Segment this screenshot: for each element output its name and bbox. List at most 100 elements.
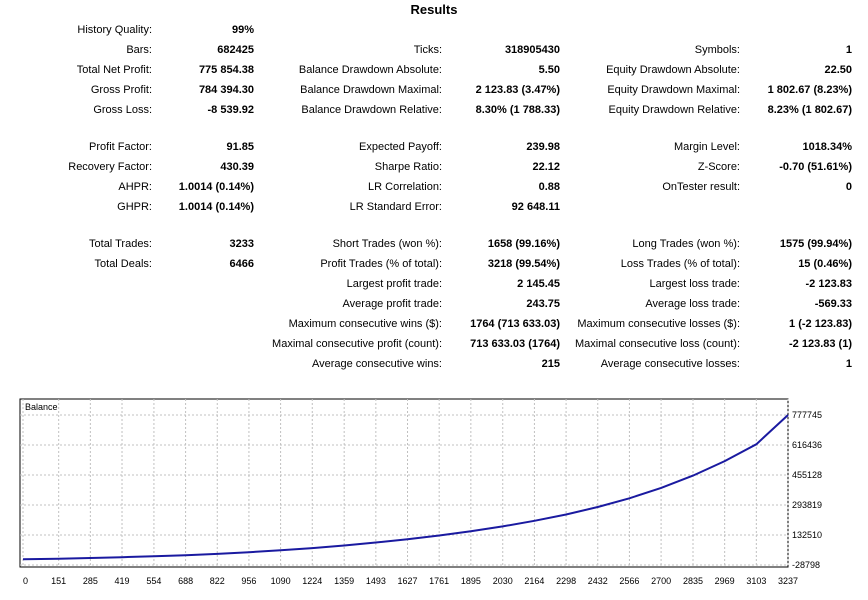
y-tick-label: 777745 bbox=[792, 410, 822, 420]
stat-label: Total Trades: bbox=[89, 238, 152, 250]
stat-value: 713 633.03 (1764) bbox=[470, 338, 560, 350]
x-tick-label: 554 bbox=[146, 576, 161, 586]
x-tick-label: 1627 bbox=[397, 576, 417, 586]
stat-value: -2 123.83 bbox=[805, 278, 852, 290]
x-tick-label: 1359 bbox=[334, 576, 354, 586]
stat-label: Long Trades (won %): bbox=[632, 238, 740, 250]
stat-value: 15 (0.46%) bbox=[798, 258, 852, 270]
stat-value: 5.50 bbox=[538, 64, 560, 76]
x-tick-label: 1224 bbox=[302, 576, 322, 586]
stat-value: 775 854.38 bbox=[198, 64, 254, 76]
stat-value: 22.12 bbox=[532, 161, 560, 173]
x-tick-label: 2566 bbox=[619, 576, 639, 586]
stat-value: 92 648.11 bbox=[511, 201, 560, 213]
stat-value: -0.70 (51.61%) bbox=[779, 161, 852, 173]
stat-label: Equity Drawdown Absolute: bbox=[606, 64, 740, 76]
stat-label: AHPR: bbox=[118, 181, 152, 193]
stat-label: Balance Drawdown Relative: bbox=[301, 104, 442, 116]
stat-value: 0 bbox=[845, 181, 852, 193]
x-tick-label: 2164 bbox=[524, 576, 544, 586]
stat-label: Equity Drawdown Maximal: bbox=[607, 84, 740, 96]
stat-label: Average loss trade: bbox=[645, 298, 740, 310]
stat-label: Largest loss trade: bbox=[649, 278, 741, 290]
stat-value: 1.0014 (0.14%) bbox=[178, 201, 254, 213]
balance-chart: 0 151 285 419 554 688 822 956 1090 1224 1359 1493 16… bbox=[19, 398, 822, 586]
stat-label: Sharpe Ratio: bbox=[374, 161, 442, 173]
stat-value: 215 bbox=[541, 358, 560, 370]
x-tick-label: 2700 bbox=[651, 576, 671, 586]
stat-value: 3218 (99.54%) bbox=[487, 258, 560, 270]
x-tick-label: 2969 bbox=[715, 576, 735, 586]
stat-value: 1.0014 (0.14%) bbox=[178, 181, 254, 193]
stat-value: 22.50 bbox=[824, 64, 852, 76]
stat-value: 1 (-2 123.83) bbox=[789, 318, 852, 330]
stat-label: Profit Trades (% of total): bbox=[320, 258, 442, 270]
x-tick-label: 3103 bbox=[746, 576, 766, 586]
x-tick-label: 688 bbox=[178, 576, 193, 586]
stat-value: 682425 bbox=[217, 44, 254, 56]
stat-label: Profit Factor: bbox=[89, 141, 152, 153]
x-tick-label: 285 bbox=[83, 576, 98, 586]
stat-label: Bars: bbox=[126, 44, 152, 56]
stat-label: History Quality: bbox=[77, 24, 152, 36]
stat-label: Recovery Factor: bbox=[68, 161, 152, 173]
stat-value: 1 802.67 (8.23%) bbox=[767, 84, 852, 96]
x-tick-label: 3237 bbox=[778, 576, 798, 586]
stat-value: 1018.34% bbox=[802, 141, 852, 153]
x-tick-label: 2298 bbox=[556, 576, 576, 586]
stat-label: Expected Payoff: bbox=[359, 141, 442, 153]
x-tick-label: 1761 bbox=[429, 576, 449, 586]
x-tick-label: 1090 bbox=[271, 576, 291, 586]
x-tick-label: 151 bbox=[51, 576, 66, 586]
stat-label: GHPR: bbox=[117, 201, 152, 213]
stat-value: 239.98 bbox=[526, 141, 560, 153]
stat-label: Average profit trade: bbox=[342, 298, 442, 310]
y-tick-label: 616436 bbox=[792, 440, 822, 450]
stat-label: LR Correlation: bbox=[368, 181, 442, 193]
stat-value: 6466 bbox=[229, 258, 254, 270]
stat-label: Maximum consecutive wins ($): bbox=[288, 318, 442, 330]
x-tick-label: 822 bbox=[210, 576, 225, 586]
y-tick-label: 132510 bbox=[792, 530, 822, 540]
stat-label: Ticks: bbox=[413, 44, 442, 56]
stat-value: -569.33 bbox=[814, 298, 852, 310]
x-tick-label: 2835 bbox=[683, 576, 703, 586]
stat-value: 1575 (99.94%) bbox=[779, 238, 852, 250]
stat-value: 3233 bbox=[229, 238, 254, 250]
stat-value: 8.23% (1 802.67) bbox=[767, 104, 852, 116]
x-tick-label: 2030 bbox=[493, 576, 513, 586]
stat-label: OnTester result: bbox=[662, 181, 740, 193]
y-tick-label: -28798 bbox=[792, 560, 820, 570]
stat-label: Margin Level: bbox=[673, 141, 740, 153]
stat-label: Symbols: bbox=[694, 44, 740, 56]
stat-value: -2 123.83 (1) bbox=[789, 338, 852, 350]
stat-value: 8.30% (1 788.33) bbox=[475, 104, 560, 116]
stat-label: LR Standard Error: bbox=[349, 201, 442, 213]
stat-value: 1 bbox=[845, 358, 852, 370]
stat-value: 430.39 bbox=[220, 161, 254, 173]
y-tick-label: 455128 bbox=[792, 470, 822, 480]
x-tick-label: 1493 bbox=[366, 576, 386, 586]
stat-value: 91.85 bbox=[226, 141, 254, 153]
plot-frame bbox=[19, 398, 789, 568]
stat-value: 243.75 bbox=[526, 298, 560, 310]
stat-value: 1764 (713 633.03) bbox=[470, 318, 560, 330]
stat-label: Largest profit trade: bbox=[346, 278, 442, 290]
stat-label: Loss Trades (% of total): bbox=[620, 258, 740, 270]
x-tick-label: 2432 bbox=[588, 576, 608, 586]
stat-value: 318905430 bbox=[504, 44, 560, 56]
stat-value: 2 123.83 (3.47%) bbox=[475, 84, 560, 96]
stat-value: 2 145.45 bbox=[517, 278, 560, 290]
stat-label: Average consecutive wins: bbox=[311, 358, 442, 370]
stat-value: 1658 (99.16%) bbox=[487, 238, 560, 250]
chart-title: Balance bbox=[25, 402, 58, 412]
stat-label: Total Net Profit: bbox=[76, 64, 152, 76]
x-tick-label: 956 bbox=[241, 576, 256, 586]
stat-label: Z-Score: bbox=[697, 161, 740, 173]
stat-label: Total Deals: bbox=[94, 258, 152, 270]
balance-series-line bbox=[22, 414, 789, 561]
stat-label: Short Trades (won %): bbox=[332, 238, 442, 250]
x-tick-label: 419 bbox=[115, 576, 130, 586]
stat-value: -8 539.92 bbox=[207, 104, 254, 116]
stat-label: Balance Drawdown Absolute: bbox=[298, 64, 442, 76]
